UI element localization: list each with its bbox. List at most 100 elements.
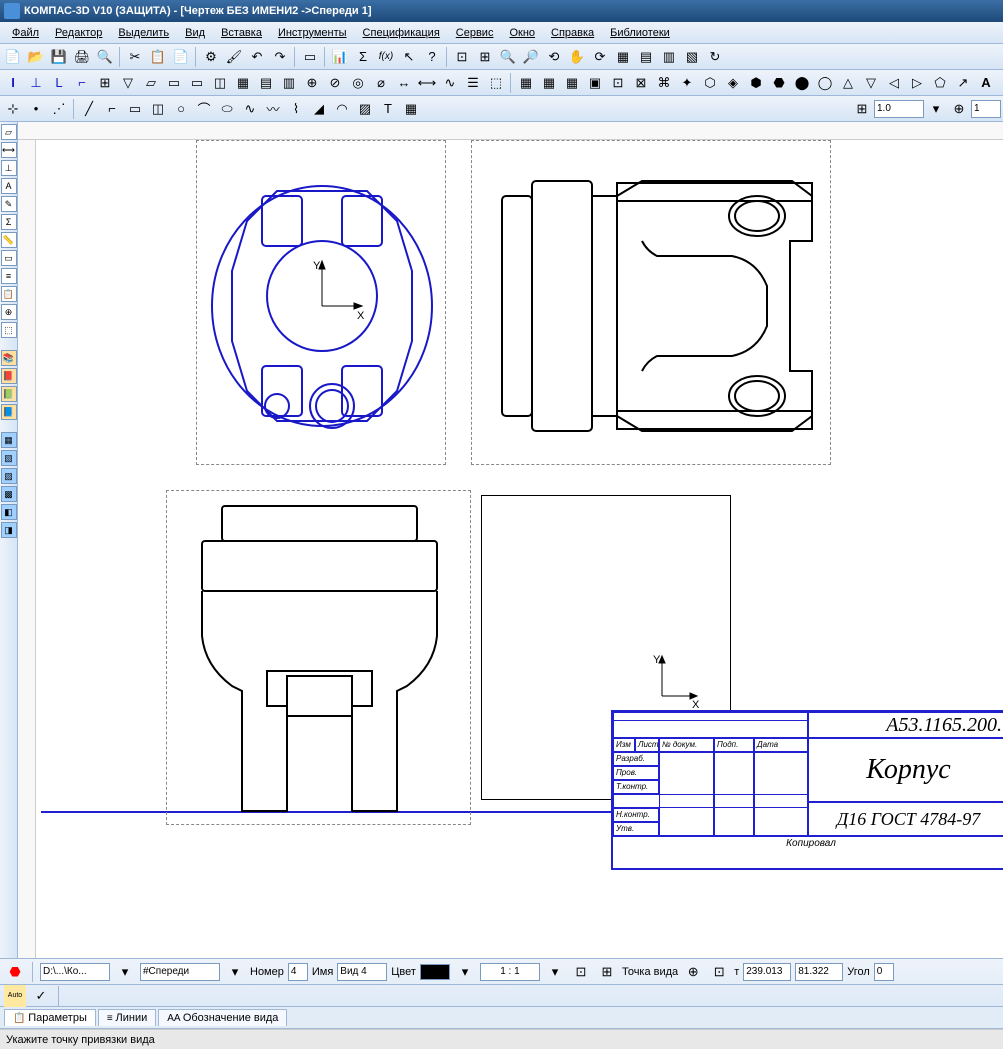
sym-g24-button[interactable]: ⬡ xyxy=(699,72,721,94)
view1-button[interactable]: ▦ xyxy=(612,46,634,68)
sym-g13-button[interactable]: ∿ xyxy=(439,72,461,94)
origin-button[interactable]: ⊹ xyxy=(2,98,24,120)
lp-grp-button[interactable]: ⬚ xyxy=(1,322,17,338)
color-swatch[interactable] xyxy=(420,964,450,980)
view-front[interactable]: Y X xyxy=(196,140,446,465)
ellipse-button[interactable]: ⬭ xyxy=(216,98,238,120)
lp-rep-button[interactable]: 📋 xyxy=(1,286,17,302)
y-field[interactable] xyxy=(795,963,843,981)
sym-g21-button[interactable]: ⊠ xyxy=(630,72,652,94)
lp-v1-button[interactable]: ▦ xyxy=(1,432,17,448)
sym-g30-button[interactable]: △ xyxy=(837,72,859,94)
menu-file[interactable]: Файл xyxy=(4,25,47,41)
sym-g6-button[interactable]: ▥ xyxy=(278,72,300,94)
menu-help[interactable]: Справка xyxy=(543,25,602,41)
copyprops-button[interactable]: 🖌 xyxy=(223,46,245,68)
preview-button[interactable]: 🔍 xyxy=(94,46,116,68)
view-dropdown[interactable]: ▾ xyxy=(224,961,246,983)
sym-g4-button[interactable]: ▦ xyxy=(232,72,254,94)
mgr-button[interactable]: 📊 xyxy=(329,46,351,68)
menu-edit[interactable]: Редактор xyxy=(47,25,110,41)
lp-lib1-button[interactable]: 📚 xyxy=(1,350,17,366)
undo-button[interactable]: ↶ xyxy=(246,46,268,68)
sym-g2-button[interactable]: ▭ xyxy=(186,72,208,94)
auto-button[interactable]: Auto xyxy=(4,985,26,1007)
copy-button[interactable]: 📋 xyxy=(147,46,169,68)
point-mode2-button[interactable]: ⊡ xyxy=(708,961,730,983)
line-button[interactable]: ╱ xyxy=(78,98,100,120)
name-field[interactable] xyxy=(337,963,387,981)
create-button[interactable]: ✓ xyxy=(30,985,52,1007)
lp-meas-button[interactable]: 📏 xyxy=(1,232,17,248)
sym-g23-button[interactable]: ✦ xyxy=(676,72,698,94)
sym-g32-button[interactable]: ◁ xyxy=(883,72,905,94)
sym-l-button[interactable]: I xyxy=(2,72,24,94)
sym-g17-button[interactable]: ▦ xyxy=(538,72,560,94)
table-button[interactable]: ▦ xyxy=(400,98,422,120)
sym-tree-button[interactable]: ⊞ xyxy=(94,72,116,94)
title-block[interactable]: А53.1165.200. Изм Лист № докум. Подп. Да… xyxy=(611,710,1003,870)
sym-g27-button[interactable]: ⬣ xyxy=(768,72,790,94)
aux-button[interactable]: ⋰ xyxy=(48,98,70,120)
menu-tools[interactable]: Инструменты xyxy=(270,25,355,41)
sym-l2-button[interactable]: L xyxy=(48,72,70,94)
view4-button[interactable]: ▧ xyxy=(681,46,703,68)
bezier-button[interactable]: 〰 xyxy=(262,98,284,120)
sym-g22-button[interactable]: ⌘ xyxy=(653,72,675,94)
chamfer-button[interactable]: ◢ xyxy=(308,98,330,120)
lp-sym-button[interactable]: ⊥ xyxy=(1,160,17,176)
save-button[interactable]: 💾 xyxy=(48,46,70,68)
view-top[interactable] xyxy=(166,490,471,825)
path-dropdown[interactable]: ▾ xyxy=(114,961,136,983)
angle-field[interactable] xyxy=(874,963,894,981)
cursor-button[interactable]: ↖ xyxy=(398,46,420,68)
rotate-button[interactable]: ⟳ xyxy=(589,46,611,68)
menu-insert[interactable]: Вставка xyxy=(213,25,270,41)
hatch-button[interactable]: ▨ xyxy=(354,98,376,120)
lp-sel-button[interactable]: ▭ xyxy=(1,250,17,266)
lp-lib2-button[interactable]: 📕 xyxy=(1,368,17,384)
circle-button[interactable]: ○ xyxy=(170,98,192,120)
zoomwin-button[interactable]: ⊞ xyxy=(474,46,496,68)
new-button[interactable]: 📄 xyxy=(2,46,24,68)
sym-g25-button[interactable]: ◈ xyxy=(722,72,744,94)
view2-button[interactable]: ▤ xyxy=(635,46,657,68)
help-button[interactable]: ? xyxy=(421,46,443,68)
color-dropdown[interactable]: ▾ xyxy=(454,961,476,983)
sym-g11-button[interactable]: ↔ xyxy=(393,72,415,94)
paste-button[interactable]: 📄 xyxy=(170,46,192,68)
cut-button[interactable]: ✂ xyxy=(124,46,146,68)
arc-button[interactable]: ⌒ xyxy=(193,98,215,120)
sym-arrow-button[interactable]: ↗ xyxy=(952,72,974,94)
nurbs-button[interactable]: ⌇ xyxy=(285,98,307,120)
props-button[interactable]: ⚙ xyxy=(200,46,222,68)
opt1-button[interactable]: ⊡ xyxy=(570,961,592,983)
sym-g10-button[interactable]: ⌀ xyxy=(370,72,392,94)
zoomfit-button[interactable]: ⊡ xyxy=(451,46,473,68)
sym-g8-button[interactable]: ⊘ xyxy=(324,72,346,94)
sheet-button[interactable]: ▭ xyxy=(299,46,321,68)
scale-field[interactable] xyxy=(480,963,540,981)
sym-g7-button[interactable]: ⊕ xyxy=(301,72,323,94)
point-mode-button[interactable]: ⊕ xyxy=(682,961,704,983)
sym-g18-button[interactable]: ▦ xyxy=(561,72,583,94)
lp-v3-button[interactable]: ▨ xyxy=(1,468,17,484)
sym-g26-button[interactable]: ⬢ xyxy=(745,72,767,94)
sym-g14-button[interactable]: ☰ xyxy=(462,72,484,94)
sym-g1-button[interactable]: ▭ xyxy=(163,72,185,94)
lp-lib3-button[interactable]: 📗 xyxy=(1,386,17,402)
view3-button[interactable]: ▥ xyxy=(658,46,680,68)
viewname-field[interactable] xyxy=(140,963,220,981)
sym-g34-button[interactable]: ⬠ xyxy=(929,72,951,94)
sym-l3-button[interactable]: ⌐ xyxy=(71,72,93,94)
sym-g15-button[interactable]: ⬚ xyxy=(485,72,507,94)
rect-button[interactable]: ▭ xyxy=(124,98,146,120)
menu-window[interactable]: Окно xyxy=(501,25,543,41)
sym-g28-button[interactable]: ⬤ xyxy=(791,72,813,94)
spline-button[interactable]: ∿ xyxy=(239,98,261,120)
sym-g3-button[interactable]: ◫ xyxy=(209,72,231,94)
menu-libraries[interactable]: Библиотеки xyxy=(602,25,678,41)
opt2-button[interactable]: ⊞ xyxy=(596,961,618,983)
pan-button[interactable]: ✋ xyxy=(566,46,588,68)
lp-edit-button[interactable]: ✎ xyxy=(1,196,17,212)
